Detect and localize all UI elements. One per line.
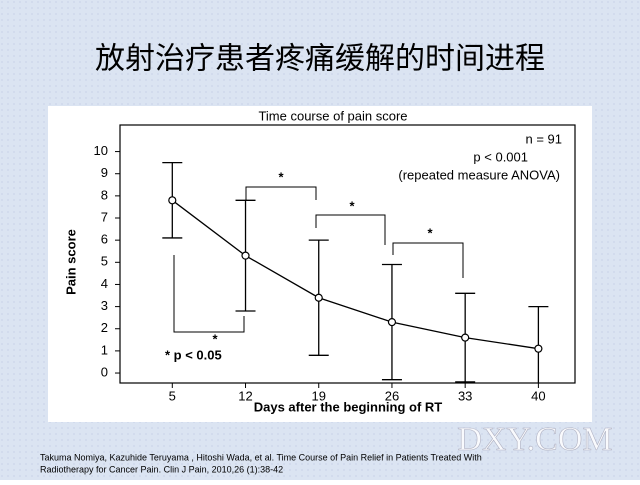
point (314, 293, 323, 302)
brackets (173, 186, 464, 333)
x-tick-label: 12 (238, 388, 252, 403)
y-tick-label: 6 (101, 232, 108, 247)
annotation: * (427, 225, 433, 240)
annotation: * p < 0.05 (165, 347, 222, 362)
y-tick-label: 9 (101, 165, 108, 180)
point (168, 196, 177, 205)
y-tick-label: 10 (94, 143, 108, 158)
x-tick-label: 33 (458, 388, 472, 403)
y-tick-label: 4 (101, 276, 108, 291)
point (387, 317, 397, 327)
plot-frame (119, 124, 576, 384)
point (461, 333, 470, 342)
annotation: (repeated measure ANOVA) (398, 167, 560, 182)
x-tick-label: 5 (169, 388, 176, 403)
annotation: * (349, 198, 355, 213)
y-tick-label: 2 (101, 320, 108, 335)
y-tick-label: 8 (101, 187, 108, 202)
y-tick-label: 5 (101, 254, 108, 269)
annotation: p < 0.001 (473, 149, 528, 164)
x-axis-label: Days after the beginning of RT (254, 399, 443, 414)
citation: Radiotherapy for Cancer Pain. Clin J Pai… (40, 464, 283, 474)
y-tick-label: 0 (101, 364, 108, 379)
x-tick-label: 26 (385, 388, 399, 403)
chart-panel (48, 106, 592, 422)
point (534, 344, 543, 353)
annotation: * (212, 331, 218, 346)
watermark: DXY.COM (457, 421, 612, 458)
point (241, 251, 250, 260)
slide-title: 放射治疗患者疼痛缓解的时间进程 (95, 42, 545, 77)
chart-title: Time course of pain score (258, 108, 407, 123)
annotation: n = 91 (525, 131, 562, 146)
y-axis-label: Pain score (63, 229, 78, 295)
citation: Takuma Nomiya, Kazuhide Teruyama , Hitos… (40, 452, 482, 462)
line (171, 199, 539, 350)
y-tick-label: 1 (101, 342, 108, 357)
y-tick-label: 7 (101, 209, 108, 224)
x-tick-label: 19 (312, 388, 326, 403)
y-tick-label: 3 (101, 298, 108, 313)
annotation: * (278, 169, 284, 184)
x-tick-label: 40 (531, 388, 545, 403)
